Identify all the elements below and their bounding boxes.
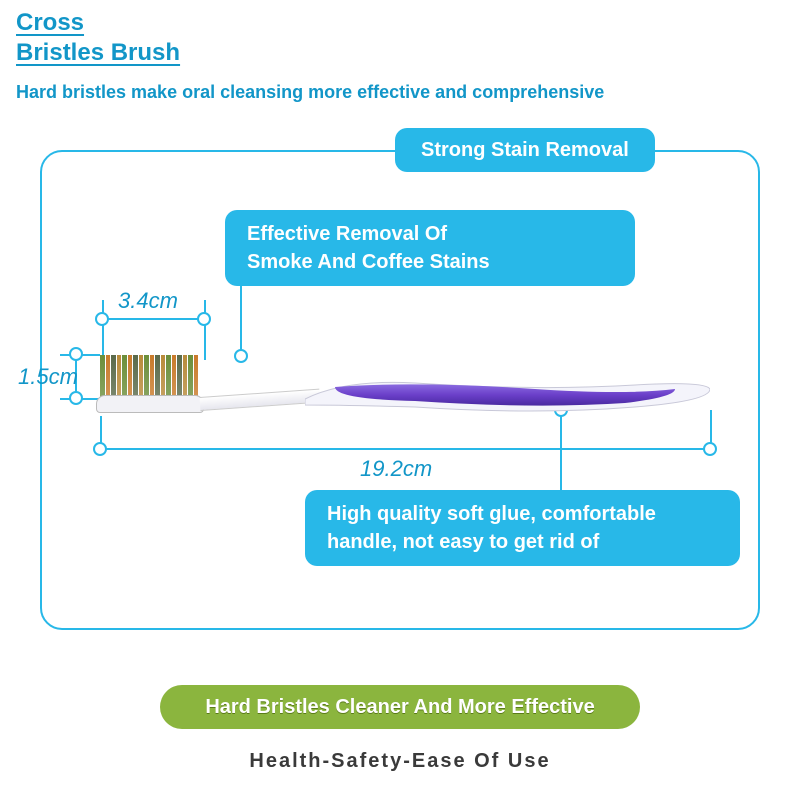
dim-endpoint bbox=[69, 391, 83, 405]
dim-endpoint bbox=[703, 442, 717, 456]
title-line1: Cross bbox=[16, 8, 180, 38]
tagline: Health-Safety-Ease Of Use bbox=[0, 750, 800, 773]
feature1-line2: Smoke And Coffee Stains bbox=[247, 248, 490, 276]
dim-endpoint bbox=[95, 312, 109, 326]
product-title: Cross Bristles Brush bbox=[16, 8, 180, 68]
brush-neck bbox=[200, 389, 321, 411]
feature1-line1: Effective Removal Of bbox=[247, 220, 447, 248]
dim-head-width: 3.4cm bbox=[118, 288, 178, 314]
dim-total-length: 19.2cm bbox=[360, 456, 432, 482]
feature2-line1: High quality soft glue, comfortable bbox=[327, 500, 656, 528]
header-pill-label: Strong Stain Removal bbox=[421, 139, 629, 162]
dim-bristle-height: 1.5cm bbox=[18, 364, 78, 390]
toothbrush-illustration bbox=[100, 345, 710, 435]
dim-endpoint bbox=[69, 347, 83, 361]
brush-handle bbox=[305, 375, 710, 417]
bristles bbox=[100, 355, 198, 399]
header-pill: Strong Stain Removal bbox=[395, 128, 655, 172]
title-line2: Bristles Brush bbox=[16, 38, 180, 68]
dim-endpoint bbox=[93, 442, 107, 456]
feature2-line2: handle, not easy to get rid of bbox=[327, 528, 599, 556]
feature-pill-1: Effective Removal Of Smoke And Coffee St… bbox=[225, 210, 635, 286]
dim-endpoint bbox=[197, 312, 211, 326]
feature-pill-2: High quality soft glue, comfortable hand… bbox=[305, 490, 740, 566]
brush-head bbox=[96, 395, 204, 413]
dim-line-head-width bbox=[102, 318, 204, 320]
bottom-pill-label: Hard Bristles Cleaner And More Effective bbox=[205, 696, 594, 719]
dim-line-length bbox=[100, 448, 710, 450]
bottom-pill: Hard Bristles Cleaner And More Effective bbox=[160, 685, 640, 729]
subtitle: Hard bristles make oral cleansing more e… bbox=[16, 82, 604, 103]
